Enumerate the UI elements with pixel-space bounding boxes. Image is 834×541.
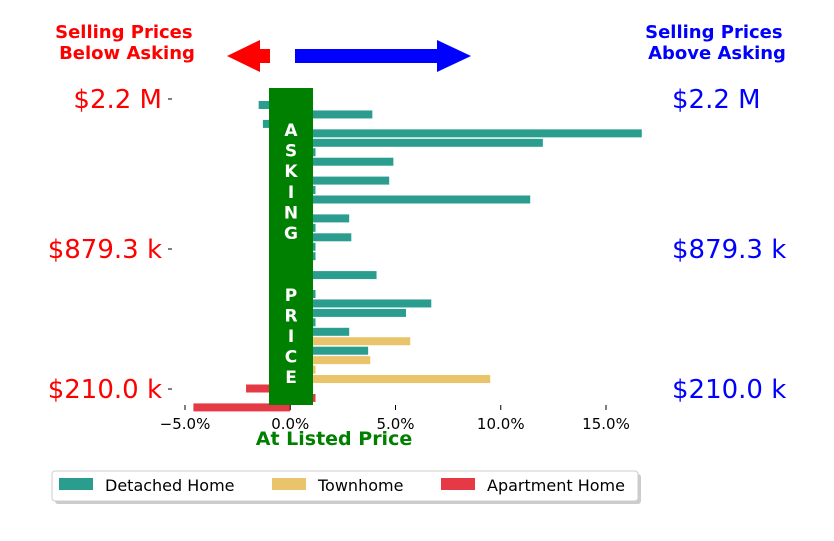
above-asking-label: Selling Prices Above Asking bbox=[645, 22, 789, 64]
legend-label: Apartment Home bbox=[487, 476, 625, 495]
bar bbox=[290, 346, 369, 355]
bar bbox=[290, 327, 350, 336]
band-letter: A bbox=[284, 121, 298, 141]
bar bbox=[290, 299, 432, 308]
asking-price-band bbox=[269, 88, 313, 405]
y-tick-label-right: $210.0 k bbox=[672, 375, 786, 405]
bar bbox=[193, 403, 291, 412]
legend: Detached Home Townhome Apartment Home bbox=[51, 470, 641, 504]
band-letter: G bbox=[284, 224, 298, 244]
bar bbox=[290, 214, 350, 223]
band-letter: P bbox=[285, 286, 297, 306]
left-arrow-icon bbox=[227, 40, 270, 72]
band-letter: S bbox=[285, 142, 297, 162]
y-axis-left: $2.2 M $879.3 k $210.0 k bbox=[48, 85, 172, 405]
band-letter: K bbox=[284, 162, 298, 182]
below-asking-label: Selling Prices Below Asking bbox=[55, 22, 199, 64]
band-letter: E bbox=[285, 368, 297, 388]
bar bbox=[246, 384, 291, 393]
y-tick-label-left: $2.2 M bbox=[73, 85, 162, 115]
bar bbox=[290, 138, 543, 147]
x-tick-label: 15.0% bbox=[582, 415, 630, 433]
legend-swatch bbox=[441, 478, 475, 490]
x-axis: −5.0% 0.0% 5.0% 10.0% 15.0% bbox=[160, 405, 630, 433]
band-letter: N bbox=[284, 203, 298, 223]
y-axis-right: $2.2 M $879.3 k $210.0 k bbox=[672, 85, 786, 405]
legend-label: Detached Home bbox=[105, 476, 235, 495]
y-tick-label-right: $879.3 k bbox=[672, 235, 786, 265]
band-letter: R bbox=[284, 306, 297, 326]
x-tick-label: −5.0% bbox=[160, 415, 211, 433]
bar bbox=[290, 356, 371, 365]
bar bbox=[290, 129, 642, 138]
bar bbox=[290, 337, 411, 346]
x-tick-label: 10.0% bbox=[477, 415, 525, 433]
x-axis-label: At Listed Price bbox=[256, 428, 412, 450]
x-tick-label: 0.0% bbox=[271, 415, 309, 433]
bar bbox=[290, 233, 352, 242]
bar bbox=[290, 176, 390, 185]
band-letter: C bbox=[285, 348, 297, 368]
bar bbox=[290, 308, 407, 317]
y-tick-label-left: $210.0 k bbox=[48, 375, 162, 405]
band-letter: I bbox=[288, 183, 294, 203]
bar bbox=[290, 157, 394, 166]
y-tick-label-right: $2.2 M bbox=[672, 85, 761, 115]
bar bbox=[290, 110, 373, 119]
legend-label: Townhome bbox=[317, 476, 403, 495]
right-arrow-icon bbox=[295, 40, 471, 72]
legend-swatch bbox=[59, 478, 93, 490]
band-letter: I bbox=[288, 327, 294, 347]
legend-swatch bbox=[272, 478, 306, 490]
bar bbox=[290, 375, 491, 384]
bar bbox=[290, 271, 377, 280]
x-tick-label: 5.0% bbox=[376, 415, 414, 433]
bar bbox=[290, 195, 531, 204]
y-tick-label-left: $879.3 k bbox=[48, 235, 162, 265]
bars-group bbox=[193, 101, 642, 412]
